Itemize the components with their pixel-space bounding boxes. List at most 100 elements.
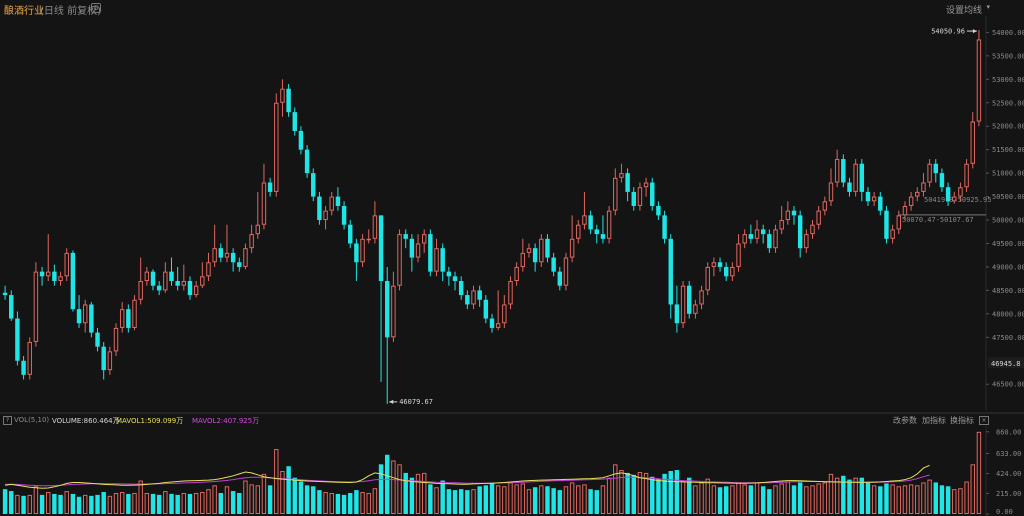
change-params-button[interactable]: 改参数 xyxy=(893,416,917,425)
candle xyxy=(323,205,328,230)
candle-body xyxy=(964,163,969,188)
candle-body xyxy=(218,248,224,258)
candle xyxy=(884,205,889,244)
volume-bar xyxy=(539,485,544,514)
candle xyxy=(144,266,150,286)
volume-bar xyxy=(89,495,94,514)
volume-bar xyxy=(403,472,408,514)
price-tick-label: 51500.00 xyxy=(992,146,1024,154)
candle-body xyxy=(397,234,402,286)
volume-bar xyxy=(200,492,205,515)
close-icon[interactable]: × xyxy=(979,416,989,425)
volume-bar xyxy=(489,483,495,514)
candle xyxy=(46,234,51,282)
candle-body xyxy=(939,173,945,188)
volume-bar xyxy=(551,488,556,514)
candle-body xyxy=(915,191,920,197)
candle xyxy=(477,285,482,307)
volume-bar xyxy=(760,486,766,514)
candle-body xyxy=(791,210,797,216)
volume-bar xyxy=(785,481,791,515)
candle xyxy=(421,229,427,253)
volume-bar xyxy=(576,485,581,514)
volume-bar xyxy=(446,489,452,514)
help-icon[interactable]: ? xyxy=(3,416,12,425)
volume-bar xyxy=(606,477,612,514)
arrow-left-icon xyxy=(389,399,394,404)
candle xyxy=(773,224,778,253)
candle xyxy=(619,163,624,183)
volume-bar xyxy=(502,486,507,514)
candle-body xyxy=(156,285,162,291)
price-tick-label: 50500.00 xyxy=(992,193,1024,201)
candle xyxy=(169,257,174,286)
index-title[interactable]: 酿酒行业 xyxy=(4,6,44,17)
candle xyxy=(243,243,248,270)
volume-chart[interactable]: 860.00 633.00 424.00 215.00 0.00 xyxy=(0,426,1024,516)
candle-body xyxy=(212,248,217,263)
volume-bar xyxy=(82,494,88,514)
low-label: 46079.67 xyxy=(399,398,433,406)
candle-body xyxy=(9,295,14,319)
volume-bar xyxy=(767,489,772,514)
candle xyxy=(613,168,618,216)
candle xyxy=(915,187,920,202)
volume-bar xyxy=(890,484,895,514)
candle xyxy=(551,252,556,277)
volume-bar xyxy=(779,483,784,514)
candle xyxy=(150,269,156,291)
switch-indicator-button[interactable]: 换指标 xyxy=(950,416,974,425)
chevron-down-icon[interactable]: ▾ xyxy=(986,3,990,11)
candle-body xyxy=(502,304,507,324)
candle xyxy=(847,177,852,197)
volume-bar xyxy=(9,491,14,514)
candle xyxy=(502,295,507,328)
price-tick-label: 48500.00 xyxy=(992,287,1024,295)
volume-bar xyxy=(674,470,680,514)
candle-body xyxy=(976,39,982,122)
volume-bar xyxy=(945,486,951,514)
volume-bar xyxy=(520,483,526,514)
candle-body xyxy=(70,252,76,310)
volume-bar xyxy=(415,473,421,514)
candle xyxy=(600,215,606,244)
volume-bar xyxy=(810,485,815,514)
volume-bar xyxy=(847,479,852,514)
candle-body xyxy=(101,346,106,371)
volume-bar xyxy=(656,478,661,514)
add-indicator-button[interactable]: 加指标 xyxy=(922,416,946,425)
candle xyxy=(261,163,267,230)
candle-body xyxy=(828,182,834,202)
volume-bar xyxy=(804,486,809,514)
volume-bar xyxy=(791,485,797,514)
volume-bar xyxy=(896,486,902,514)
candle xyxy=(526,243,532,258)
volume-tick-label: 633.00 xyxy=(996,450,1021,458)
volume-bar xyxy=(280,471,285,514)
price-tick-label: 52500.00 xyxy=(992,99,1024,107)
volume-bar xyxy=(921,482,926,514)
candle xyxy=(52,264,57,286)
set-ma-button[interactable]: 设置均线 xyxy=(945,6,982,16)
volume-bar xyxy=(2,489,8,514)
volume-bar xyxy=(274,449,279,515)
candle-body xyxy=(378,215,384,282)
candle xyxy=(650,177,655,211)
volume-bar xyxy=(594,490,599,514)
candle-body xyxy=(341,205,347,225)
volume-bar xyxy=(156,494,162,514)
candle-body xyxy=(520,252,526,267)
volume-bar xyxy=(650,476,655,514)
volume-bar xyxy=(933,482,938,514)
volume-bar xyxy=(532,487,538,514)
volume-bar xyxy=(613,464,618,514)
price-chart[interactable]: 54000.00 53500.00 53000.00 52500.00 52000.00… xyxy=(0,0,1024,414)
gear-icon[interactable]: ⚙ xyxy=(91,3,101,13)
candle xyxy=(391,271,396,342)
volume-bar xyxy=(366,492,371,514)
candle xyxy=(107,346,113,375)
volume-bar xyxy=(471,489,476,514)
candle xyxy=(403,229,408,249)
volume-bar xyxy=(391,460,396,514)
volume-bar xyxy=(964,481,969,515)
